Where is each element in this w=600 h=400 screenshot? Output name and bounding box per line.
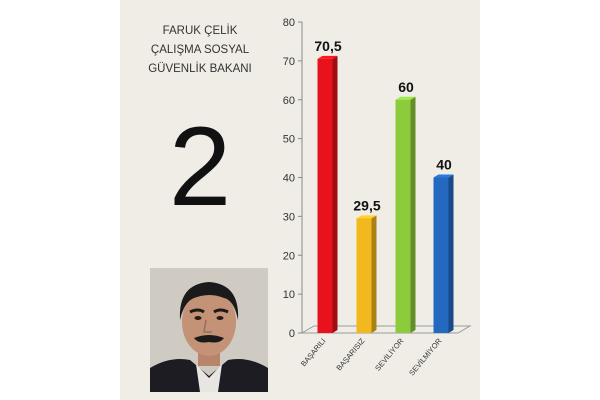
- bar-top: [395, 96, 416, 100]
- category-label: SEVİLİYOR: [373, 336, 406, 373]
- bar-4: [433, 174, 454, 333]
- data-label: 29,5: [353, 197, 380, 213]
- title-line-2: ÇALIŞMA SOSYAL: [150, 44, 250, 56]
- y-tick-label: 30: [283, 211, 295, 223]
- bar-3: [395, 96, 416, 333]
- bar-front: [317, 58, 333, 334]
- title-line-1: FARUK ÇELİK: [162, 25, 238, 37]
- y-tick-label: 80: [283, 17, 295, 29]
- y-tick-label: 0: [289, 328, 295, 340]
- bar-top: [433, 174, 454, 178]
- y-tick-label: 10: [283, 289, 295, 301]
- bar-1: [317, 55, 338, 334]
- bar-top: [356, 215, 377, 219]
- category-label: BAŞARISIZ: [334, 336, 366, 372]
- title-line-3: GÜVENLİK BAKANI: [148, 63, 252, 75]
- data-label: 40: [436, 157, 452, 173]
- bar-top: [317, 55, 338, 59]
- chart-title: FARUK ÇELİK ÇALIŞMA SOSYAL GÜVENLİK BAKA…: [130, 22, 270, 79]
- y-tick-label: 70: [283, 56, 295, 68]
- data-label: 60: [398, 79, 414, 95]
- portrait-photo: [150, 268, 268, 392]
- rank-number: 2: [168, 104, 232, 229]
- bar-2: [356, 215, 377, 333]
- bar-side: [371, 215, 377, 333]
- y-tick-label: 50: [283, 134, 295, 146]
- bar-side: [448, 174, 454, 333]
- bar-front: [356, 218, 372, 333]
- data-label: 70,5: [314, 38, 341, 54]
- y-tick-label: 40: [283, 173, 295, 185]
- category-label: BAŞARILI: [299, 337, 328, 369]
- bar-front: [433, 177, 449, 333]
- y-tick-label: 20: [283, 250, 295, 262]
- category-label: SEVİLMİYOR: [407, 336, 444, 377]
- bar-side: [410, 96, 416, 333]
- bar-side: [332, 55, 338, 334]
- bar-front: [395, 99, 411, 333]
- person-portrait-icon: [150, 268, 268, 392]
- y-tick-label: 60: [283, 95, 295, 107]
